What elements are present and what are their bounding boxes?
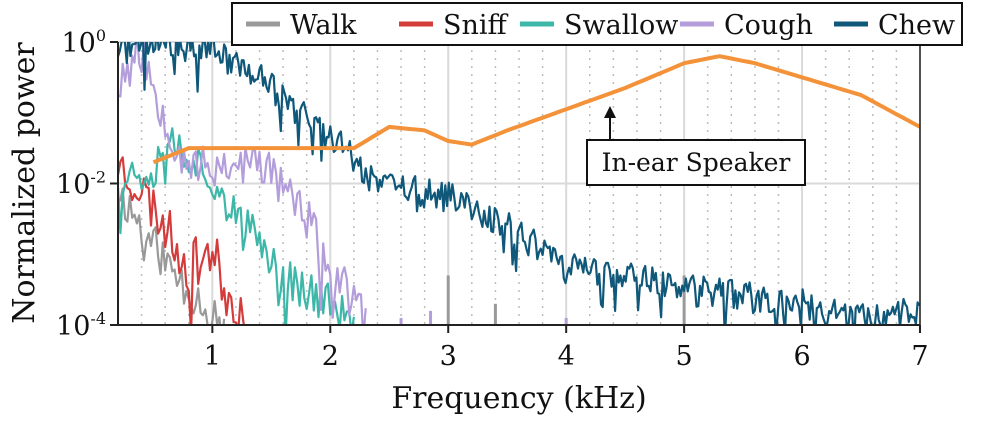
series-line-sniff (118, 156, 245, 325)
y-tick-label: 100 (61, 26, 106, 59)
axes: 1 2 3 4 5 6 7 100 10-2 10-4 (56, 26, 929, 372)
series-group (118, 42, 920, 325)
annotation-label: In-ear Speaker (602, 148, 791, 177)
y-axis-title: Normalized power (7, 42, 42, 324)
legend-label: Cough (724, 10, 813, 41)
series-line-cough (118, 42, 367, 325)
x-tick-label: 1 (204, 341, 221, 372)
y-tick-label: 10-2 (56, 168, 106, 201)
x-tick-label: 6 (793, 341, 810, 372)
legend-label: Sniff (443, 10, 509, 41)
series-line-in-ear-speaker (152, 54, 920, 165)
annotation-box (586, 139, 806, 186)
x-tick-label: 4 (558, 341, 575, 372)
annotation-arrowhead (604, 106, 616, 118)
x-tick-label: 3 (440, 341, 457, 372)
annotation: In-ear Speaker (586, 106, 806, 186)
legend-label: Walk (290, 10, 357, 41)
y-tick-label: 10-4 (56, 309, 106, 342)
legend: Walk Sniff Swallow Cough Chew (231, 2, 963, 46)
x-tick-label: 7 (911, 341, 928, 372)
series-line-chew (118, 42, 920, 325)
legend-label: Chew (878, 10, 955, 41)
series-line-walk (118, 187, 226, 325)
x-tick-label: 2 (322, 341, 339, 372)
legend-label: Swallow (564, 10, 678, 41)
x-tick-label: 5 (676, 341, 693, 372)
x-axis-title: Frequency (kHz) (391, 381, 646, 416)
